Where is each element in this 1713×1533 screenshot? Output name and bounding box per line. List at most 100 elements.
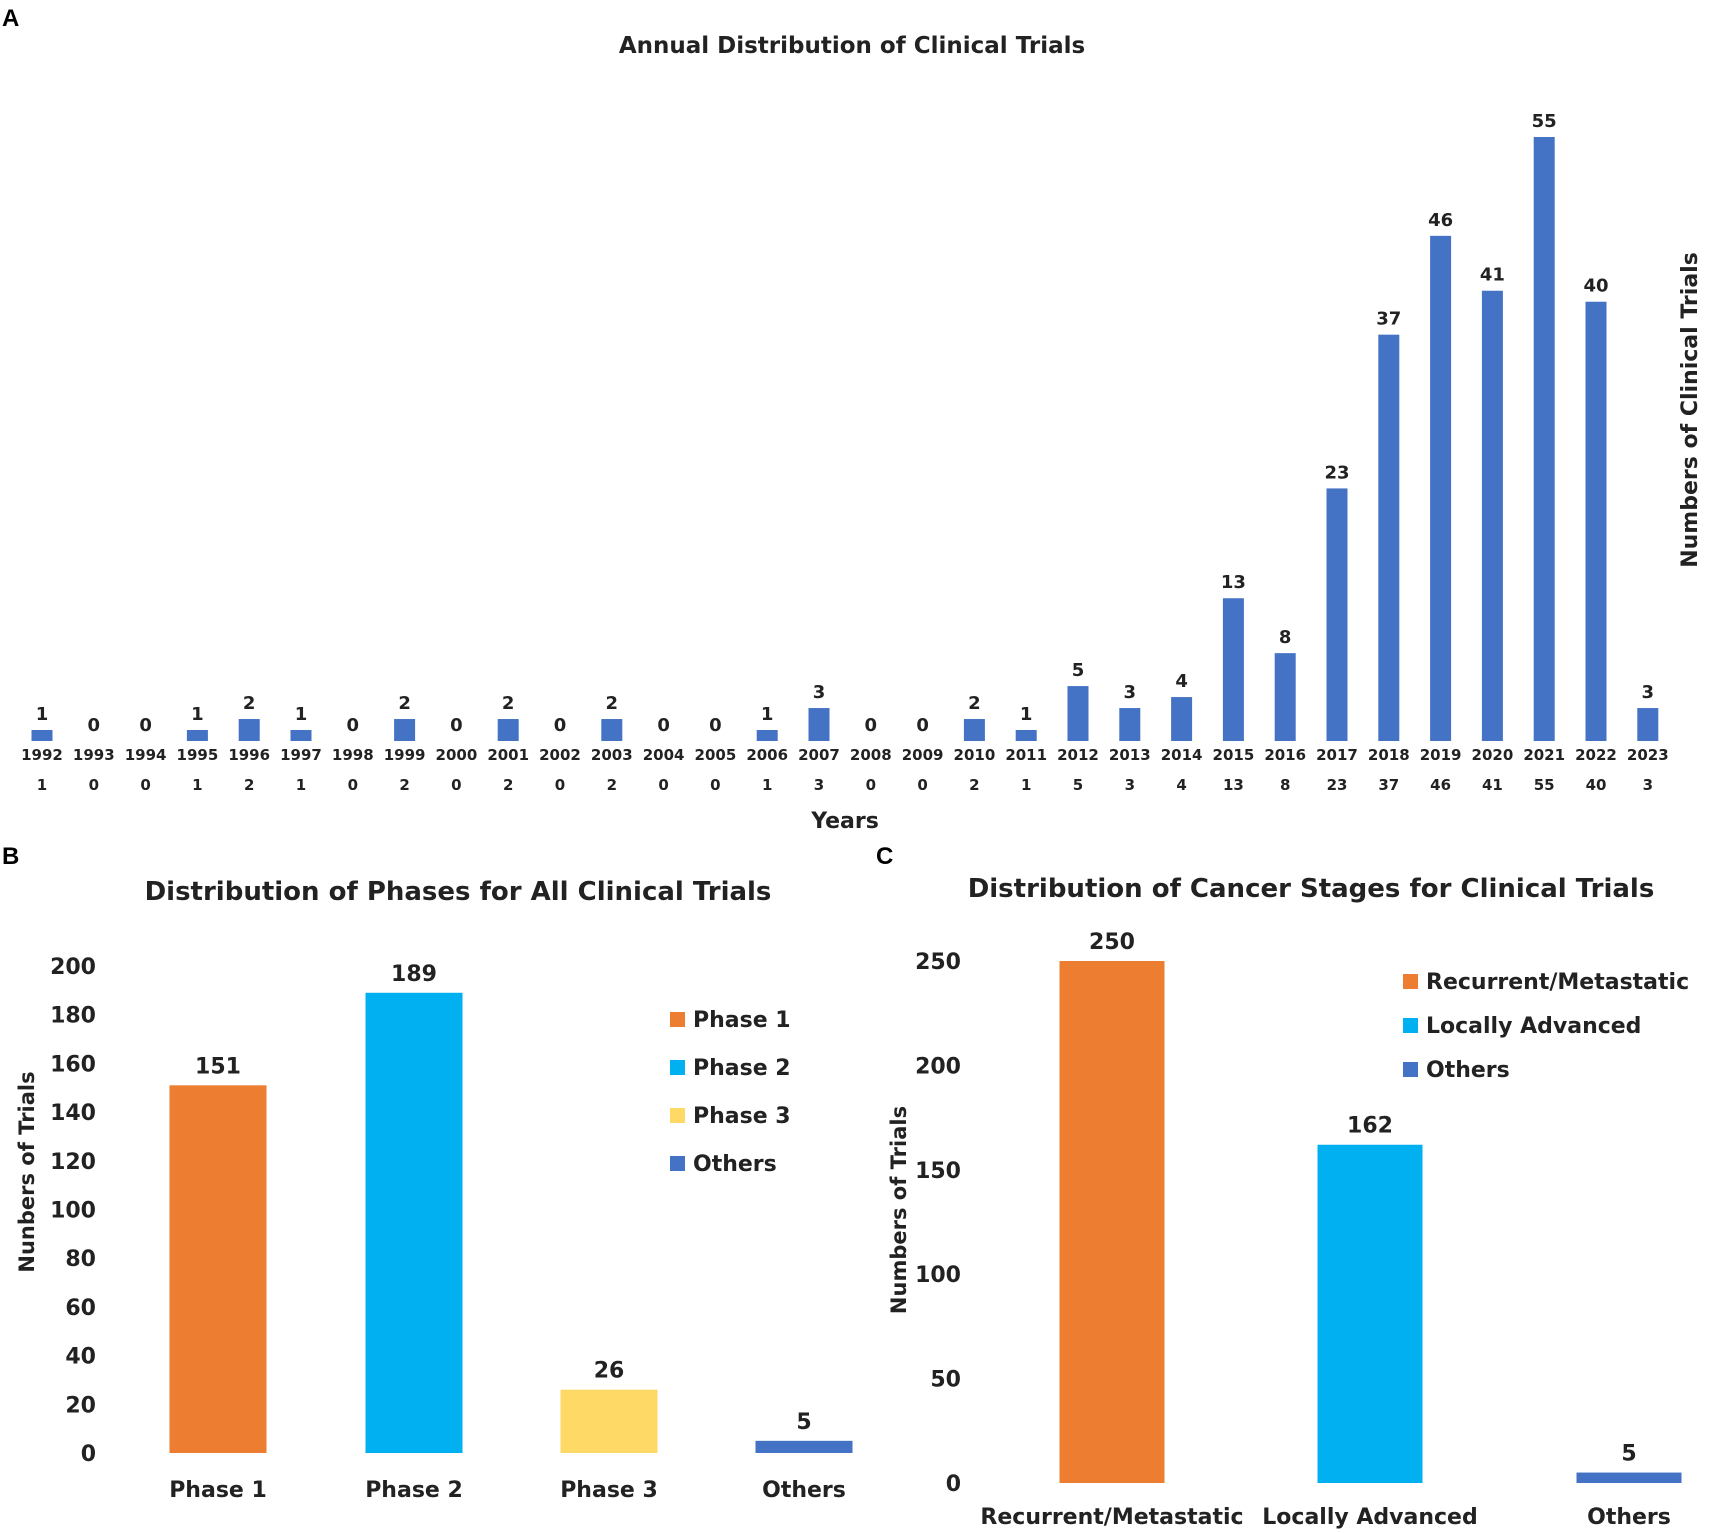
table-value-2023: 3: [1643, 776, 1653, 794]
x-tick-phase-2: Phase 2: [365, 1478, 463, 1503]
x-tick-phase-3: Phase 3: [560, 1478, 658, 1503]
data-label-2017: 23: [1324, 462, 1349, 483]
data-label-2003: 2: [606, 693, 619, 714]
legend-label-phase-3: Phase 3: [693, 1104, 791, 1129]
bar-2018: [1378, 334, 1400, 741]
data-label-2001: 2: [502, 693, 515, 714]
bar-2011: [1015, 730, 1037, 741]
bar-2010: [963, 719, 985, 741]
bar-others: [755, 1440, 853, 1453]
bar-phase-2: [365, 992, 463, 1453]
table-value-2016: 8: [1280, 776, 1290, 794]
bar-locally-advanced: [1317, 1144, 1423, 1483]
y-tick-150: 150: [915, 1159, 961, 1184]
x-tick-2009: 2009: [902, 746, 944, 764]
table-value-2021: 55: [1534, 776, 1555, 794]
data-label-2010: 2: [968, 693, 981, 714]
y-tick-160: 160: [50, 1052, 96, 1077]
table-value-2006: 1: [762, 776, 772, 794]
legend-label-phase-1: Phase 1: [693, 1008, 791, 1033]
y-tick-250: 250: [915, 950, 961, 975]
y-tick-200: 200: [50, 955, 96, 980]
x-tick-1995: 1995: [177, 746, 219, 764]
table-value-2008: 0: [866, 776, 876, 794]
legend-label-others: Others: [693, 1152, 777, 1177]
x-tick-1999: 1999: [384, 746, 426, 764]
data-label-locally-advanced: 162: [1347, 1114, 1393, 1139]
table-value-2013: 3: [1125, 776, 1135, 794]
panel-letter-c: C: [876, 843, 893, 870]
y-tick-140: 140: [50, 1101, 96, 1126]
table-value-2010: 2: [969, 776, 979, 794]
chart-b-marks: 0 20 40 60 80 100 120 140 160 180 200 151 Phase 1 189…: [50, 955, 853, 1503]
legend-swatch-recurrent-metastatic: [1403, 974, 1418, 989]
table-value-2001: 2: [503, 776, 513, 794]
x-tick-2003: 2003: [591, 746, 633, 764]
x-tick-2013: 2013: [1109, 746, 1151, 764]
x-tick-1993: 1993: [73, 746, 115, 764]
y-tick-0: 0: [946, 1472, 961, 1497]
data-label-2020: 41: [1480, 265, 1505, 286]
bar-1997: [290, 730, 312, 741]
legend-label-others: Others: [1426, 1058, 1510, 1083]
x-tick-recurrent-metastatic: Recurrent/Metastatic: [980, 1505, 1243, 1530]
x-tick-2006: 2006: [746, 746, 788, 764]
x-tick-1992: 1992: [21, 746, 63, 764]
table-value-1993: 0: [89, 776, 99, 794]
table-value-2017: 23: [1327, 776, 1348, 794]
data-label-others: 5: [1621, 1442, 1636, 1467]
y-tick-180: 180: [50, 1004, 96, 1029]
x-tick-1998: 1998: [332, 746, 374, 764]
bar-2007: [808, 708, 830, 741]
data-label-1998: 0: [347, 715, 360, 736]
x-tick-2022: 2022: [1575, 746, 1617, 764]
x-tick-2016: 2016: [1264, 746, 1306, 764]
bar-2023: [1637, 708, 1659, 741]
table-value-2009: 0: [917, 776, 927, 794]
chart-a-marks: 1 1992 1 0 1993 0 0 1994 0 1 1995 1 2 1996 2 1 1997 1 0 199…: [21, 111, 1669, 794]
table-value-1998: 0: [348, 776, 358, 794]
data-label-2008: 0: [865, 715, 878, 736]
x-tick-2010: 2010: [954, 746, 996, 764]
data-label-2023: 3: [1642, 682, 1655, 703]
legend-swatch-phase-3: [670, 1108, 685, 1123]
x-tick-1997: 1997: [280, 746, 322, 764]
x-tick-1996: 1996: [228, 746, 270, 764]
bar-2019: [1430, 235, 1452, 741]
legend-swatch-phase-2: [670, 1060, 685, 1075]
table-value-2012: 5: [1073, 776, 1083, 794]
table-value-2022: 40: [1586, 776, 1607, 794]
data-label-2016: 8: [1279, 627, 1292, 648]
bar-1995: [186, 730, 208, 741]
bar-phase-3: [560, 1389, 658, 1453]
data-label-phase-1: 151: [195, 1054, 241, 1079]
x-tick-locally-advanced: Locally Advanced: [1262, 1505, 1477, 1530]
table-value-2019: 46: [1430, 776, 1451, 794]
x-tick-2000: 2000: [436, 746, 478, 764]
x-tick-phase-1: Phase 1: [169, 1478, 267, 1503]
x-tick-2018: 2018: [1368, 746, 1410, 764]
data-label-1996: 2: [243, 693, 256, 714]
x-tick-1994: 1994: [125, 746, 167, 764]
data-label-1997: 1: [295, 704, 308, 725]
table-value-1994: 0: [140, 776, 150, 794]
table-value-2002: 0: [555, 776, 565, 794]
y-tick-0: 0: [81, 1442, 96, 1467]
data-label-2019: 46: [1428, 210, 1453, 231]
x-tick-2015: 2015: [1213, 746, 1255, 764]
y-tick-40: 40: [65, 1345, 96, 1370]
y-tick-50: 50: [930, 1368, 961, 1393]
chart-annual-distribution: A Annual Distribution of Clinical Trials…: [2, 5, 1703, 834]
table-value-1995: 1: [192, 776, 202, 794]
table-value-2020: 41: [1482, 776, 1503, 794]
panel-letter-b: B: [2, 843, 19, 870]
bar-1996: [238, 719, 260, 741]
bar-2020: [1481, 290, 1503, 741]
x-tick-2005: 2005: [695, 746, 737, 764]
data-label-2012: 5: [1072, 660, 1085, 681]
x-tick-2019: 2019: [1420, 746, 1462, 764]
bar-others: [1576, 1472, 1682, 1483]
y-tick-100: 100: [915, 1263, 961, 1288]
data-label-phase-2: 189: [391, 962, 437, 987]
